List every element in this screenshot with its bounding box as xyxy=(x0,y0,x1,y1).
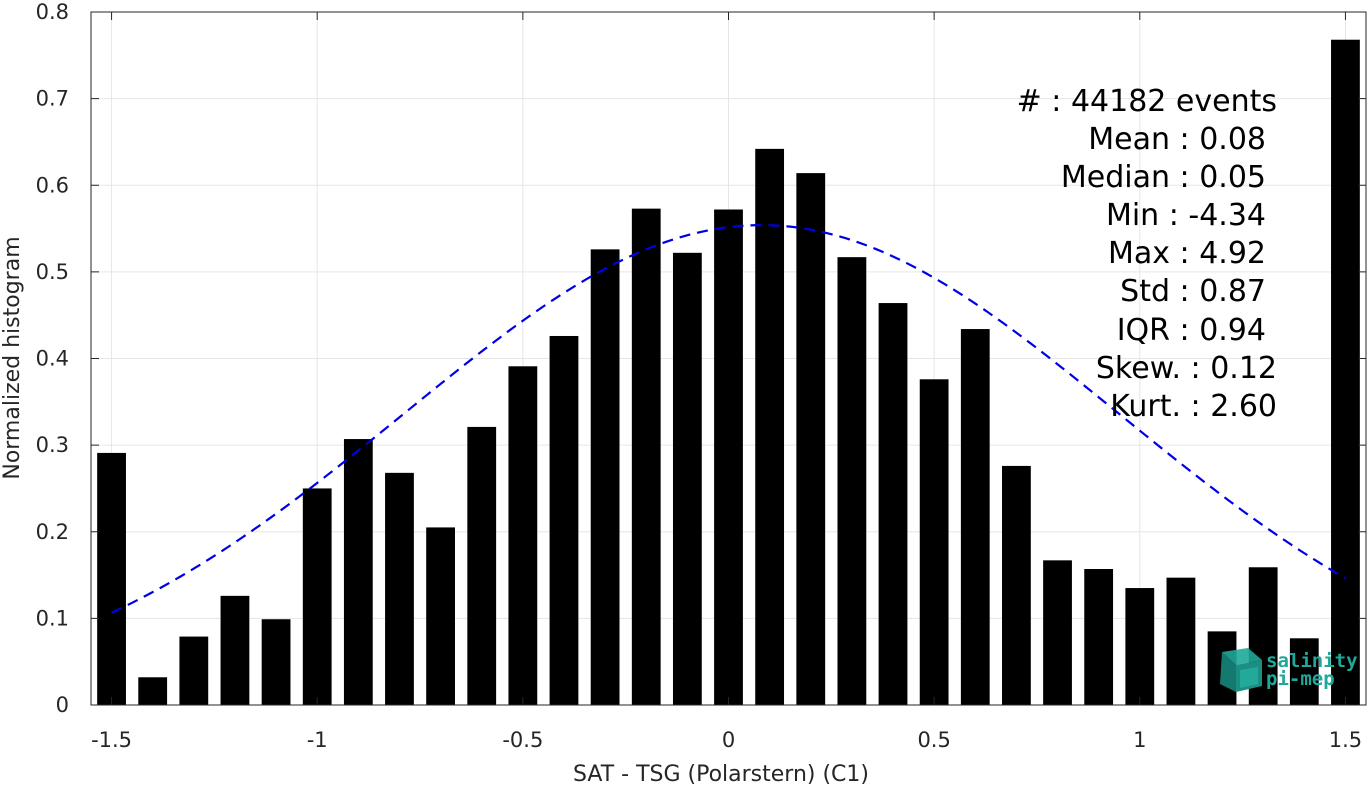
y-axis-label: Normalized histogram xyxy=(0,236,25,479)
histogram-bar xyxy=(878,303,908,705)
x-tick-label: -1.5 xyxy=(91,728,132,752)
histogram-bar xyxy=(302,488,332,705)
histogram-bar xyxy=(960,329,990,705)
histogram-bar xyxy=(385,472,414,705)
histogram-bar xyxy=(549,335,579,705)
histogram-bar xyxy=(1043,560,1072,705)
x-tick-label: -1 xyxy=(307,728,328,752)
x-tick-label: 0.5 xyxy=(917,728,950,752)
x-axis-ticks: -1.5 -1 -0.5 0 0.5 1 1.5 xyxy=(91,12,1362,752)
histogram-bar xyxy=(1125,588,1155,705)
histogram-bar xyxy=(1331,39,1360,706)
stat-kurt: Kurt. : 2.60 xyxy=(1110,389,1277,424)
histogram-bar xyxy=(508,366,538,705)
stat-min: Min : -4.34 xyxy=(1106,198,1266,233)
histogram-bars xyxy=(97,39,1360,706)
x-tick-label: 1 xyxy=(1133,728,1146,752)
y-tick-label: 0.6 xyxy=(36,173,69,197)
x-tick-label: 0 xyxy=(722,728,735,752)
histogram-bar xyxy=(220,595,250,705)
histogram-bar xyxy=(1002,465,1031,705)
histogram-bar xyxy=(590,249,620,706)
histogram-bar xyxy=(138,677,168,705)
gaussian-fit-curve xyxy=(111,224,1346,614)
y-tick-label: 0.1 xyxy=(36,606,69,630)
histogram-bar xyxy=(714,209,743,705)
cube-stack-icon xyxy=(1220,648,1262,692)
stat-skew: Skew. : 0.12 xyxy=(1096,351,1277,386)
x-axis-label: SAT - TSG (Polarstern) (C1) xyxy=(573,762,869,785)
y-axis-ticks: 0 0.1 0.2 0.3 0.4 0.5 0.6 0.7 0.8 xyxy=(36,0,1366,717)
histogram-bar xyxy=(837,257,867,705)
histogram-bar xyxy=(755,148,785,705)
y-tick-label: 0 xyxy=(56,693,69,717)
y-tick-label: 0.8 xyxy=(36,0,69,24)
stat-std: Std : 0.87 xyxy=(1120,274,1266,309)
y-tick-label: 0.5 xyxy=(36,260,69,284)
logo-line-1: salinity xyxy=(1266,650,1358,672)
y-tick-label: 0.4 xyxy=(36,347,69,371)
stat-max: Max : 4.92 xyxy=(1108,236,1266,271)
y-tick-label: 0.2 xyxy=(36,520,69,544)
histogram-bar xyxy=(467,426,497,705)
histogram-bar xyxy=(796,173,826,705)
histogram-bar xyxy=(1166,577,1196,705)
stat-mean: Mean : 0.08 xyxy=(1088,122,1266,157)
histogram-bar xyxy=(631,208,661,706)
statistics-box: # : 44182 events Mean : 0.08 Median : 0.… xyxy=(1017,84,1277,424)
histogram-bar xyxy=(1084,568,1114,705)
histogram-bar xyxy=(179,636,209,705)
stat-median: Median : 0.05 xyxy=(1061,160,1266,195)
y-tick-label: 0.7 xyxy=(36,87,69,111)
histogram-bar xyxy=(1289,638,1319,705)
x-tick-label: 1.5 xyxy=(1329,728,1362,752)
x-tick-label: -0.5 xyxy=(502,728,543,752)
y-tick-label: 0.3 xyxy=(36,433,69,457)
salinity-pimep-logo: salinity pi-mep xyxy=(1220,648,1358,692)
stat-count: # : 44182 events xyxy=(1017,84,1277,119)
logo-line-2: pi-mep xyxy=(1266,668,1335,690)
histogram-bar xyxy=(919,379,949,705)
histogram-bar xyxy=(97,452,126,705)
histogram-bar xyxy=(343,439,373,705)
histogram-bar xyxy=(426,527,455,705)
stat-iqr: IQR : 0.94 xyxy=(1117,313,1266,348)
histogram-bar xyxy=(672,252,702,705)
histogram-bar xyxy=(261,619,291,705)
